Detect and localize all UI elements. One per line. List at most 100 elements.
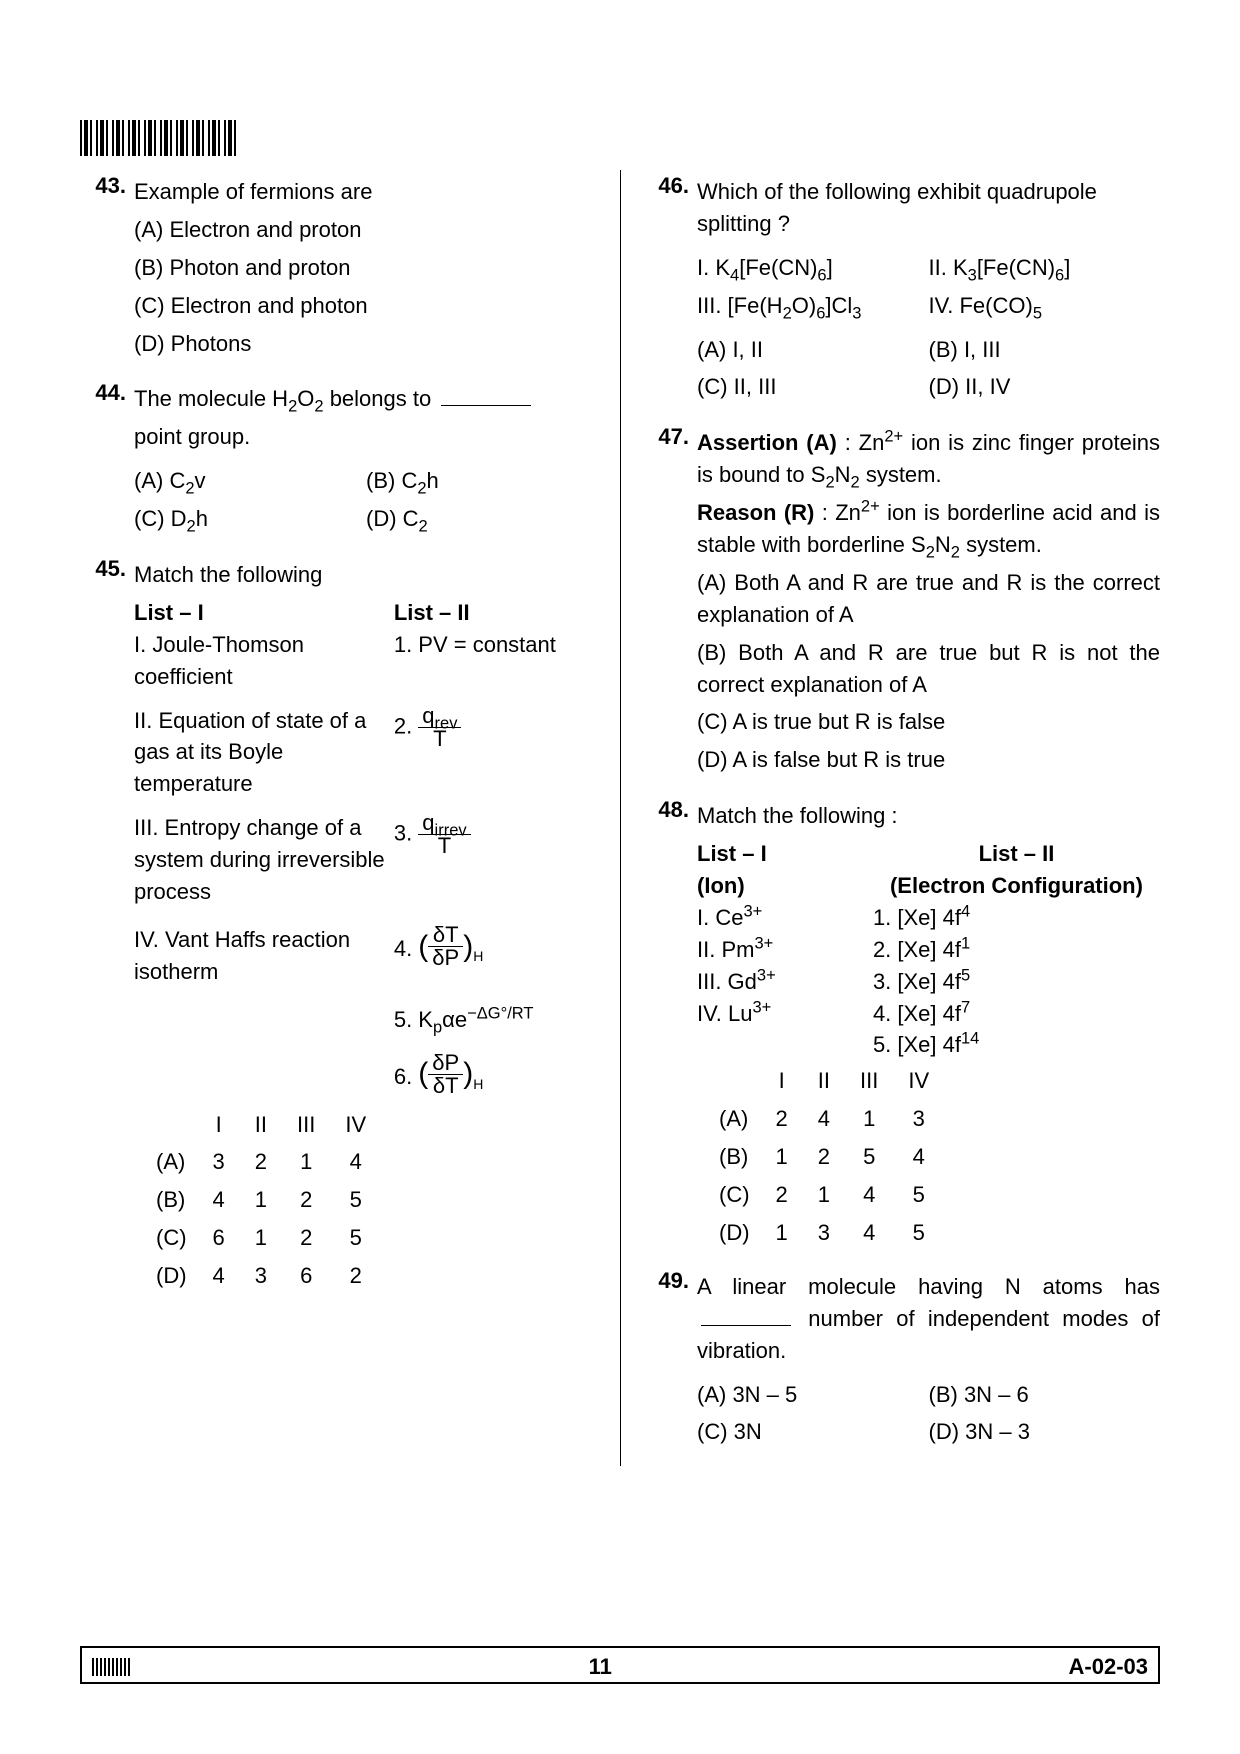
text: belongs to [324, 386, 438, 411]
left-column: 43. Example of fermions are (A) Electron… [80, 170, 620, 1466]
paper-code: A-02-03 [1069, 1654, 1148, 1680]
option-d: (D) 3N – 3 [929, 1416, 1161, 1448]
question-45: 45. Match the following List – I List – … [80, 553, 598, 1296]
table-row: (A)2413 [705, 1101, 943, 1137]
option-c: (C) 3N [697, 1416, 929, 1448]
option-d: (D) C2 [366, 503, 598, 535]
list-row-5: 5. Kpαe−ΔG°/RT [134, 1004, 598, 1036]
table-row: (D)4362 [142, 1258, 380, 1294]
assertion: Assertion (A) : Zn2+ ion is zinc finger … [697, 427, 1160, 491]
question-47: 47. Assertion (A) : Zn2+ ion is zinc fin… [643, 421, 1160, 782]
question-stem: Example of fermions are [134, 176, 598, 208]
list-row-3: III. Entropy change of a system during i… [134, 812, 598, 908]
question-number: 46. [643, 170, 697, 409]
table-row: (C)6125 [142, 1220, 380, 1256]
question-46: 46. Which of the following exhibit quadr… [643, 170, 1160, 409]
list-row-6: 6. (δPδT)H [134, 1052, 598, 1097]
page-footer: 11 A-02-03 [80, 1646, 1160, 1684]
text: O [297, 386, 314, 411]
question-number: 45. [80, 553, 134, 1296]
list-row: III. Gd3+3. [Xe] 4f5 [697, 966, 1160, 998]
list1-item: IV. Vant Haffs reaction isotherm [134, 924, 394, 988]
question-stem: Match the following [134, 559, 598, 591]
list-row: IV. Lu3+4. [Xe] 4f7 [697, 998, 1160, 1030]
list1-item [134, 1004, 394, 1036]
question-stem: Which of the following exhibit quadrupol… [697, 176, 1160, 240]
option-a: (A) 3N – 5 [697, 1379, 929, 1411]
question-44: 44. The molecule H2O2 belongs to point g… [80, 377, 598, 541]
item-ii: II. K3[Fe(CN)6] [929, 252, 1161, 284]
footer-barcode-icon [92, 1658, 132, 1676]
options: (A) I, II (C) II, III (B) I, III (D) II,… [697, 328, 1160, 410]
option-a: (A) Electron and proton [134, 214, 598, 246]
list-subheaders: (Ion) (Electron Configuration) [697, 870, 1160, 902]
list-headers: List – I List – II [697, 838, 1160, 870]
options: (A) Electron and proton (B) Photon and p… [134, 214, 598, 360]
reason: Reason (R) : Zn2+ ion is borderline acid… [697, 497, 1160, 561]
option-a: (A) I, II [697, 334, 929, 366]
blank [441, 405, 531, 406]
list1-item [134, 1052, 394, 1097]
question-body: Assertion (A) : Zn2+ ion is zinc finger … [697, 421, 1160, 782]
option-c: (C) A is true but R is false [697, 706, 1160, 738]
list2-item: 3. qirrevT [394, 812, 598, 908]
list1-header: List – I [697, 838, 873, 870]
table-row: IIIIIIIV [705, 1063, 943, 1099]
list-headers: List – I List – II [134, 597, 598, 629]
list-row: II. Pm3+2. [Xe] 4f1 [697, 934, 1160, 966]
question-stem: A linear molecule having N atoms has num… [697, 1271, 1160, 1367]
text: The molecule H [134, 386, 288, 411]
question-stem: Match the following : [697, 800, 1160, 832]
option-c: (C) II, III [697, 371, 929, 403]
table-row: (A)3214 [142, 1144, 380, 1180]
two-column-layout: 43. Example of fermions are (A) Electron… [80, 170, 1160, 1466]
list1-header: List – I [134, 597, 394, 629]
answer-match-table: IIIIIIIV (A)2413 (B)1254 (C)2145 (D)1345 [703, 1061, 945, 1252]
question-49: 49. A linear molecule having N atoms has… [643, 1265, 1160, 1454]
table-row: (D)1345 [705, 1215, 943, 1251]
question-body: Match the following List – I List – II I… [134, 553, 598, 1296]
list1-item: I. Joule-Thomson coefficient [134, 629, 394, 693]
question-body: A linear molecule having N atoms has num… [697, 1265, 1160, 1454]
question-body: Which of the following exhibit quadrupol… [697, 170, 1160, 409]
list1-item: II. Equation of state of a gas at its Bo… [134, 705, 394, 801]
question-43: 43. Example of fermions are (A) Electron… [80, 170, 598, 365]
list-row-2: II. Equation of state of a gas at its Bo… [134, 705, 598, 801]
list2-item: 6. (δPδT)H [394, 1052, 598, 1097]
list1-item: III. Entropy change of a system during i… [134, 812, 394, 908]
question-number: 47. [643, 421, 697, 782]
list2-subheader: (Electron Configuration) [873, 870, 1160, 902]
option-b: (B) Both A and R are true but R is not t… [697, 637, 1160, 701]
compound-list: I. K4[Fe(CN)6] III. [Fe(H2O)6]Cl3 II. K3… [697, 246, 1160, 328]
right-column: 46. Which of the following exhibit quadr… [620, 170, 1160, 1466]
list2-header: List – II [873, 838, 1160, 870]
question-number: 44. [80, 377, 134, 541]
blank [701, 1325, 791, 1326]
table-row: III IIIIV [142, 1107, 380, 1143]
option-d: (D) Photons [134, 328, 598, 360]
options: (A) C2v (C) D2h (B) C2h (D) C2 [134, 459, 598, 541]
table-row: (C)2145 [705, 1177, 943, 1213]
question-stem: The molecule H2O2 belongs to [134, 383, 598, 415]
page-number: 11 [589, 1654, 612, 1680]
option-a: (A) C2v [134, 465, 366, 497]
exam-page: 43. Example of fermions are (A) Electron… [0, 0, 1240, 1754]
list-row: I. Ce3+1. [Xe] 4f4 [697, 902, 1160, 934]
option-d: (D) II, IV [929, 371, 1161, 403]
table-row: (B)1254 [705, 1139, 943, 1175]
option-a: (A) Both A and R are true and R is the c… [697, 567, 1160, 631]
item-iii: III. [Fe(H2O)6]Cl3 [697, 290, 929, 322]
list2-item: 5. Kpαe−ΔG°/RT [394, 1004, 598, 1036]
option-c: (C) D2h [134, 503, 366, 535]
question-number: 48. [643, 794, 697, 1253]
options: (A) 3N – 5 (C) 3N (B) 3N – 6 (D) 3N – 3 [697, 1373, 1160, 1455]
question-stem-2: point group. [134, 421, 598, 453]
item-iv: IV. Fe(CO)5 [929, 290, 1161, 322]
barcode [80, 120, 240, 156]
question-number: 43. [80, 170, 134, 365]
question-number: 49. [643, 1265, 697, 1454]
list2-item: 1. PV = constant [394, 629, 598, 693]
question-body: The molecule H2O2 belongs to point group… [134, 377, 598, 541]
item-i: I. K4[Fe(CN)6] [697, 252, 929, 284]
answer-match-table: III IIIIV (A)3214 (B)4125 (C)6125 (D)436… [140, 1105, 382, 1296]
